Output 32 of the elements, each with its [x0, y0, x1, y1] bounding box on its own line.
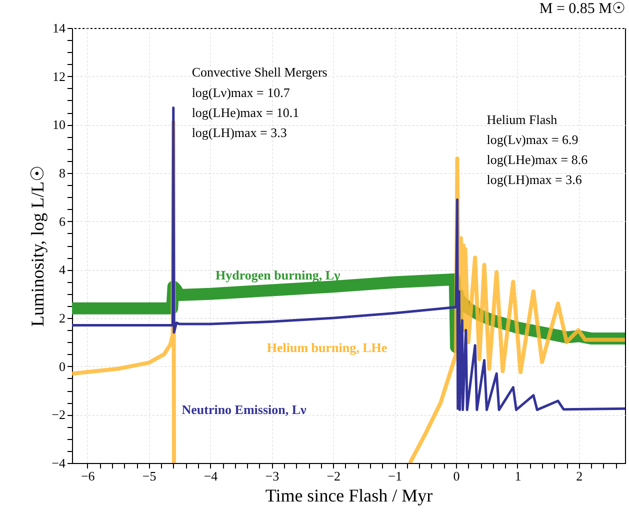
x-axis-title: Time since Flash / Myr	[265, 486, 433, 506]
annotation: log(LH)max = 3.6	[486, 172, 582, 188]
annotation: log(LHe)max = 8.6	[486, 152, 588, 167]
y-axis-title: Luminosity, log L/L☉	[28, 165, 48, 327]
y-tick-label: 14	[52, 20, 66, 36]
chart-title: M = 0.85 M☉	[539, 1, 625, 17]
annotation: log(Lν)max = 6.9	[486, 132, 578, 147]
y-tick-label: 4	[59, 262, 66, 278]
y-tick-label: −2	[52, 407, 66, 422]
x-tick-label: −3	[265, 468, 280, 484]
y-tick-label: 0	[59, 358, 66, 374]
y-tick-label: −4	[52, 456, 66, 470]
x-tick-label: −4	[204, 468, 218, 484]
annotation: log(LH)max = 3.3	[192, 124, 287, 140]
x-tick-label: 1	[514, 468, 522, 484]
x-tick-label: −1	[388, 468, 402, 484]
x-tick-label: 0	[453, 468, 460, 484]
text: Neutrino Emission, Lν	[182, 402, 307, 417]
y-tick-label: 12	[52, 68, 66, 84]
text: Helium burning, LHe	[266, 340, 388, 356]
y-tick-label: 6	[59, 214, 66, 229]
x-tick-label: 2	[576, 468, 583, 484]
y-tick-label: 10	[52, 117, 66, 132]
y-tick-label: 2	[59, 310, 66, 326]
x-tick-label: −2	[326, 468, 341, 484]
annotation: Convective Shell Mergers	[192, 64, 328, 80]
annotation: Helium Flash	[486, 112, 558, 127]
annotation: log(LHe)max = 10.1	[192, 104, 300, 120]
x-tick-label: −6	[80, 468, 96, 484]
y-tick-label: 8	[59, 166, 66, 180]
annotation: log(Lν)max = 10.7	[192, 84, 290, 100]
x-tick-label: −5	[142, 468, 156, 484]
